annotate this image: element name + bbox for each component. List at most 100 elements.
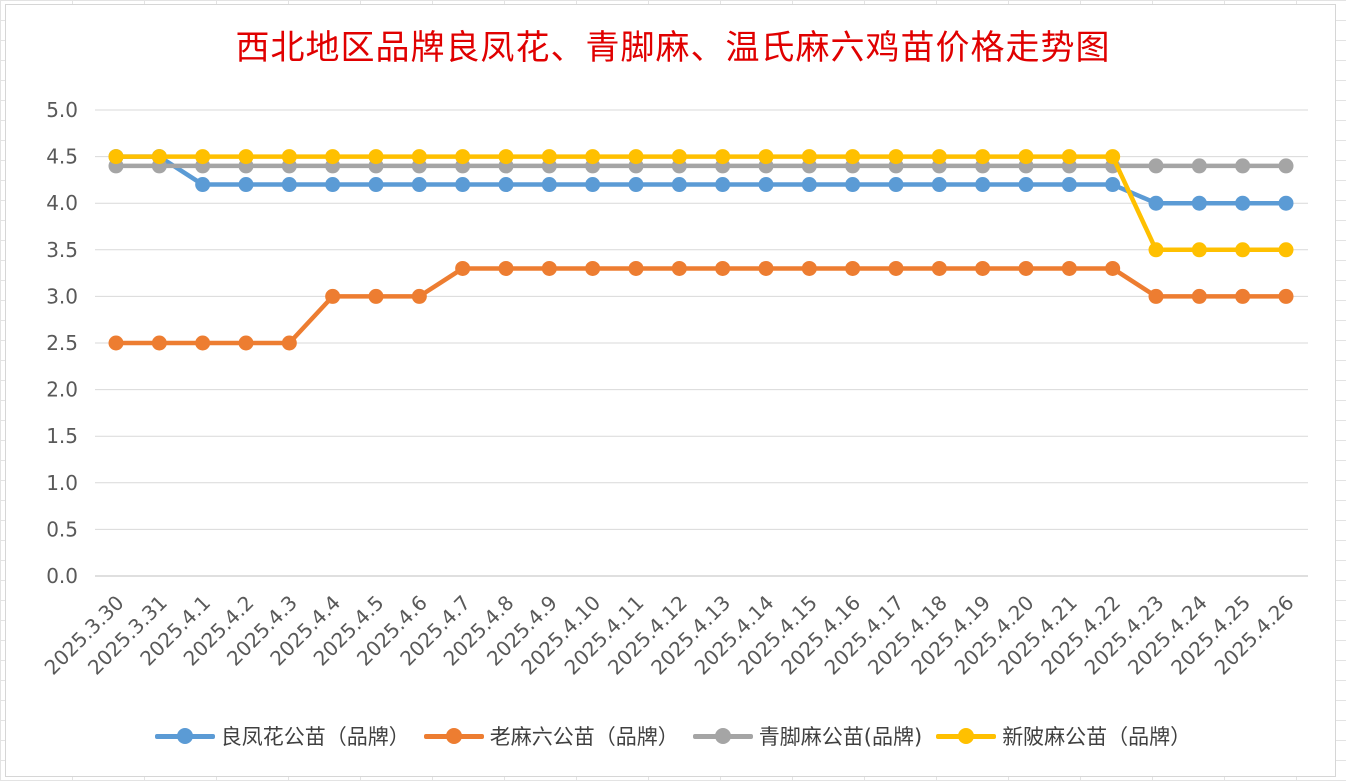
- data-point: [411, 177, 427, 193]
- data-point: [498, 260, 514, 276]
- data-point: [1018, 177, 1034, 193]
- data-point: [411, 288, 427, 304]
- data-point: [238, 335, 254, 351]
- legend-item-series-2[interactable]: 青脚麻公苗(品牌): [692, 721, 922, 751]
- data-point: [975, 260, 991, 276]
- data-point: [238, 177, 254, 193]
- chart-area[interactable]: [5, 4, 1336, 777]
- legend-label-series-3: 新陂麻公苗（品牌）: [1002, 725, 1192, 749]
- data-point: [541, 177, 557, 193]
- data-point: [628, 149, 644, 165]
- data-point: [411, 149, 427, 165]
- data-point: [845, 260, 861, 276]
- data-point: [1278, 242, 1294, 258]
- data-point: [888, 260, 904, 276]
- data-point: [1235, 288, 1251, 304]
- data-point: [888, 149, 904, 165]
- y-tick-label: 2.5: [46, 331, 78, 355]
- data-point: [325, 149, 341, 165]
- data-point: [671, 260, 687, 276]
- data-point: [108, 335, 124, 351]
- data-point: [1191, 158, 1207, 174]
- data-point: [368, 288, 384, 304]
- data-point: [975, 177, 991, 193]
- data-point: [931, 149, 947, 165]
- data-point: [845, 149, 861, 165]
- series-3: [108, 149, 1294, 258]
- data-point: [325, 177, 341, 193]
- data-point: [1235, 158, 1251, 174]
- data-point: [455, 149, 471, 165]
- data-point: [1148, 195, 1164, 211]
- data-point: [1105, 260, 1121, 276]
- data-point: [1018, 260, 1034, 276]
- y-tick-label: 0.0: [46, 564, 78, 588]
- data-point: [715, 177, 731, 193]
- legend-item-series-1[interactable]: 老麻六公苗（品牌）: [423, 721, 679, 751]
- data-point: [151, 335, 167, 351]
- series-0: [108, 149, 1294, 211]
- y-tick-label: 4.0: [46, 191, 78, 215]
- data-point: [455, 260, 471, 276]
- data-point: [541, 260, 557, 276]
- y-tick-label: 0.5: [46, 517, 78, 541]
- data-point: [151, 149, 167, 165]
- data-point: [628, 260, 644, 276]
- data-point: [195, 149, 211, 165]
- data-point: [1191, 195, 1207, 211]
- data-point: [1061, 260, 1077, 276]
- data-point: [1148, 288, 1164, 304]
- data-point: [585, 149, 601, 165]
- x-axis-tick-labels: 2025.3.302025.3.312025.4.12025.4.22025.4…: [40, 591, 1299, 680]
- legend-swatch-series-3: [936, 726, 997, 746]
- legend-label-series-0: 良凤花公苗（品牌）: [220, 725, 410, 749]
- data-point: [1235, 195, 1251, 211]
- y-tick-label: 1.0: [46, 471, 78, 495]
- y-tick-label: 1.5: [46, 424, 78, 448]
- data-point: [801, 149, 817, 165]
- series-line-0: [113, 154, 1289, 206]
- data-point: [541, 149, 557, 165]
- y-tick-label: 2.0: [46, 378, 78, 402]
- data-point: [671, 149, 687, 165]
- data-point: [1278, 158, 1294, 174]
- data-point: [1148, 242, 1164, 258]
- data-point: [195, 177, 211, 193]
- data-point: [368, 149, 384, 165]
- data-point: [1278, 288, 1294, 304]
- data-point: [845, 177, 861, 193]
- data-point: [281, 149, 297, 165]
- data-point: [758, 177, 774, 193]
- legend-swatch-series-1: [423, 726, 484, 746]
- data-point: [715, 149, 731, 165]
- data-point: [585, 260, 601, 276]
- y-tick-label: 3.5: [46, 238, 78, 262]
- data-point: [281, 177, 297, 193]
- data-point: [931, 177, 947, 193]
- legend-item-series-3[interactable]: 新陂麻公苗（品牌）: [936, 721, 1191, 751]
- data-point: [281, 335, 297, 351]
- data-point: [1148, 158, 1164, 174]
- series-line-1: [113, 266, 1289, 346]
- y-tick-label: 5.0: [46, 98, 78, 122]
- legend-item-series-0[interactable]: 良凤花公苗（品牌）: [154, 721, 410, 751]
- chart-title: 西北地区品牌良凤花、青脚麻、温氏麻六鸡苗价格走势图: [235, 28, 1111, 68]
- data-point: [758, 260, 774, 276]
- data-point: [931, 260, 947, 276]
- series-layer: [108, 149, 1294, 351]
- legend: 良凤花公苗（品牌） 老麻六公苗（品牌） 青脚麻公苗(品牌) 新陂麻公苗（品牌）: [0, 718, 1346, 754]
- data-point: [325, 288, 341, 304]
- data-point: [715, 260, 731, 276]
- data-point: [801, 260, 817, 276]
- data-point: [975, 149, 991, 165]
- data-point: [888, 177, 904, 193]
- data-point: [195, 335, 211, 351]
- data-point: [628, 177, 644, 193]
- legend-swatch-series-2: [692, 726, 753, 746]
- y-tick-label: 3.0: [46, 284, 78, 308]
- data-point: [1235, 242, 1251, 258]
- data-point: [108, 149, 124, 165]
- data-point: [585, 177, 601, 193]
- y-axis-tick-labels: 0.0 0.5 1.0 1.5 2.0 2.5 3.0 3.5 4.0 4.5 5.0: [46, 98, 78, 588]
